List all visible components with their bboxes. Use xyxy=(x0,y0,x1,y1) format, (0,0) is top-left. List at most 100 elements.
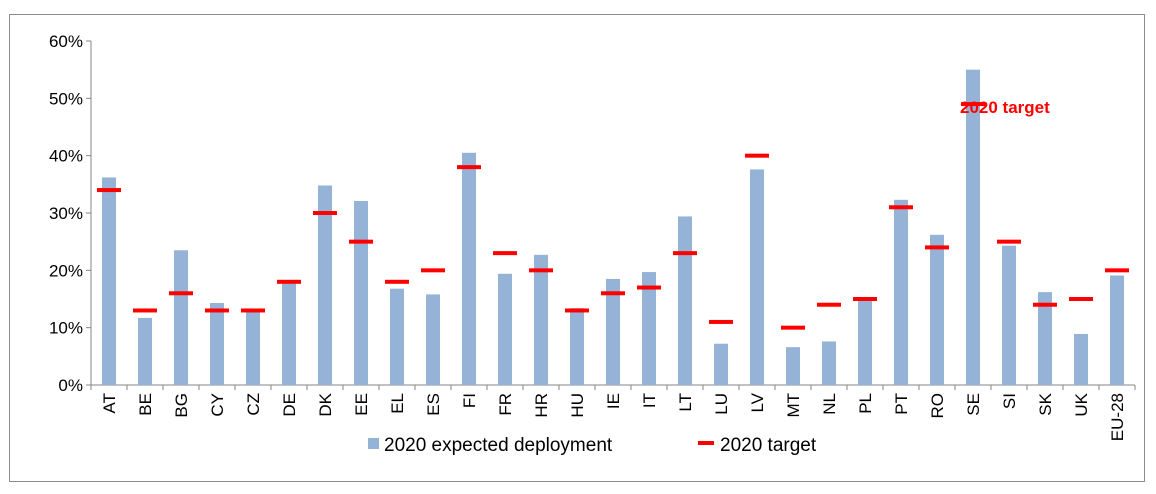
x-tick-label: NL xyxy=(820,393,839,415)
x-axis: AT BE BG CY CZ DE DK EE EL ES FI FR HR HU IE IT LT LU LV MT… xyxy=(90,384,1136,441)
bar xyxy=(966,69,980,385)
bar xyxy=(498,273,512,385)
bar-chart: 0% 10% 20% 30% 40% 50% 60% AT BE BG CY CZ DE DK EE EL E… xyxy=(49,32,1136,456)
target-marker xyxy=(277,279,301,284)
bar xyxy=(1038,292,1052,385)
bar xyxy=(282,281,296,385)
target-marker xyxy=(637,285,661,290)
bar xyxy=(138,317,152,385)
x-tick-label: FI xyxy=(460,393,479,408)
target-marker xyxy=(133,308,157,313)
bar xyxy=(750,169,764,385)
x-tick-label: HR xyxy=(532,393,551,418)
target-marker xyxy=(601,291,625,296)
target-marker xyxy=(961,102,985,107)
bar xyxy=(858,298,872,385)
target-marker xyxy=(1105,268,1129,273)
chart-frame: 0% 10% 20% 30% 40% 50% 60% AT BE BG CY CZ DE DK EE EL E… xyxy=(9,14,1145,482)
bar xyxy=(462,152,476,385)
x-tick-label: LU xyxy=(712,393,731,415)
target-marker xyxy=(493,251,517,256)
x-tick-label: AT xyxy=(100,393,119,413)
bar xyxy=(390,288,404,385)
bar xyxy=(1002,245,1016,385)
target-marker xyxy=(205,308,229,313)
bar xyxy=(894,199,908,385)
bar xyxy=(102,177,116,385)
target-marker xyxy=(169,291,193,296)
x-tick-label: LV xyxy=(748,392,767,412)
x-tick-label: BE xyxy=(136,393,155,416)
x-tick-label: BG xyxy=(172,393,191,418)
target-marker xyxy=(241,308,265,313)
target-marker xyxy=(1033,302,1057,307)
target-marker xyxy=(421,268,445,273)
bar xyxy=(1074,333,1088,385)
x-tick-label: IE xyxy=(604,393,623,409)
y-tick-label: 50% xyxy=(49,89,83,108)
target-marker xyxy=(997,239,1021,244)
bar xyxy=(318,185,332,385)
bar xyxy=(678,216,692,385)
x-tick-label: EE xyxy=(352,393,371,416)
x-tick-label: RO xyxy=(928,393,947,419)
target-marker xyxy=(1069,297,1093,301)
bar xyxy=(570,308,584,385)
target-marker xyxy=(853,297,877,301)
legend: 2020 expected deployment 2020 target xyxy=(368,435,817,456)
target-annotation: 2020 target xyxy=(960,98,1050,117)
legend-label-bar: 2020 expected deployment xyxy=(384,435,613,456)
legend-swatch-target xyxy=(698,441,714,445)
legend-label-target: 2020 target xyxy=(720,435,817,456)
bar xyxy=(822,341,836,385)
y-tick-label: 30% xyxy=(49,204,83,223)
x-tick-label: SE xyxy=(964,393,983,416)
x-tick-label: EL xyxy=(388,393,407,414)
y-axis: 0% 10% 20% 30% 40% 50% 60% xyxy=(49,32,92,395)
x-tick-label: UK xyxy=(1072,392,1091,416)
x-tick-label: MT xyxy=(784,393,803,418)
target-marker xyxy=(529,268,553,273)
x-tick-label: PL xyxy=(856,393,875,414)
x-tick-label: DK xyxy=(316,392,335,416)
target-marker xyxy=(673,251,697,256)
x-tick-label: SI xyxy=(1000,393,1019,409)
x-tick-label: ES xyxy=(424,393,443,416)
x-tick-label: EU-28 xyxy=(1108,393,1127,441)
y-tick-label: 40% xyxy=(49,147,83,166)
y-tick-label: 60% xyxy=(49,32,83,51)
x-tick-label: HU xyxy=(568,393,587,418)
bar xyxy=(354,200,368,385)
target-marker xyxy=(385,279,409,284)
bar xyxy=(642,272,656,385)
bar xyxy=(534,254,548,385)
bar xyxy=(714,343,728,385)
x-tick-label: CZ xyxy=(244,393,263,416)
target-marker xyxy=(565,308,589,313)
x-tick-label: CY xyxy=(208,393,227,417)
x-tick-label: DE xyxy=(280,393,299,417)
bar xyxy=(786,347,800,385)
bar xyxy=(1110,275,1124,385)
x-tick-label: SK xyxy=(1036,392,1055,415)
bar xyxy=(606,278,620,385)
y-tick-label: 20% xyxy=(49,261,83,280)
x-tick-label: PT xyxy=(892,393,911,415)
bar xyxy=(174,250,188,385)
target-marker xyxy=(709,319,733,324)
target-series xyxy=(97,102,1129,330)
legend-swatch-bar xyxy=(368,438,379,449)
target-marker xyxy=(457,165,481,170)
target-marker xyxy=(817,302,841,307)
y-tick-label: 10% xyxy=(49,319,83,338)
target-marker xyxy=(349,239,373,244)
x-tick-label: FR xyxy=(496,393,515,416)
bar-series xyxy=(102,69,1124,385)
bar xyxy=(246,309,260,385)
target-marker xyxy=(97,188,121,193)
y-tick-label: 0% xyxy=(58,376,83,395)
target-marker xyxy=(313,211,337,215)
target-marker xyxy=(781,325,805,330)
target-marker xyxy=(889,205,913,210)
bar xyxy=(426,294,440,385)
